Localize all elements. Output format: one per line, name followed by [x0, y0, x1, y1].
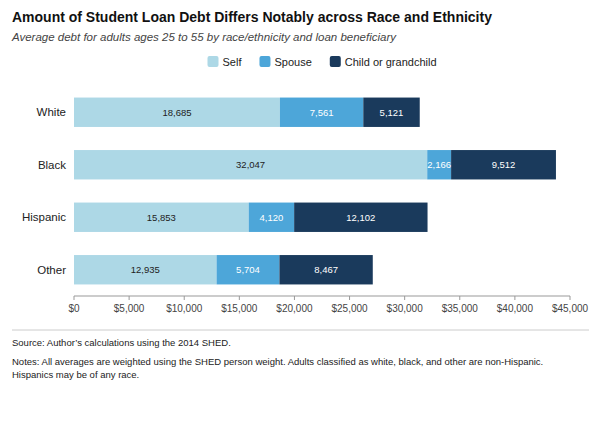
- data-label: 12,102: [346, 212, 375, 223]
- tick-mark: [459, 296, 460, 300]
- bar: [74, 98, 280, 127]
- data-label: 7,561: [310, 107, 334, 118]
- data-label: 5,704: [236, 264, 260, 275]
- tick-label: $5,000: [114, 303, 145, 314]
- legend-item: Child or grandchild: [330, 56, 437, 68]
- category-label: Black: [38, 159, 66, 171]
- bar: [249, 203, 294, 232]
- legend-swatch: [330, 56, 341, 67]
- category-label: Other: [37, 264, 66, 276]
- tick-mark: [514, 296, 515, 300]
- legend-item: Spouse: [259, 56, 311, 68]
- tick-label: $20,000: [276, 303, 313, 314]
- tick-mark: [74, 296, 75, 300]
- footer-line: Notes: All averages are weighted using t…: [12, 356, 543, 367]
- bar: [217, 255, 280, 284]
- data-label: 32,047: [236, 159, 265, 170]
- tick-mark: [404, 296, 405, 300]
- chart: Amount of Student Loan Debt Differs Nota…: [0, 0, 601, 447]
- axis-line: [74, 296, 570, 297]
- legend: Self Spouse Child or grandchild: [208, 56, 437, 68]
- legend-item: Self: [208, 56, 243, 68]
- data-label: 9,512: [492, 159, 516, 170]
- data-label: 8,467: [314, 264, 338, 275]
- bars: [74, 98, 556, 285]
- data-label: 15,853: [147, 212, 176, 223]
- tick-mark: [294, 296, 295, 300]
- bar: [427, 150, 451, 179]
- data-label: 12,935: [131, 264, 160, 275]
- legend-swatch: [259, 56, 270, 67]
- legend-swatch: [208, 56, 219, 67]
- bar: [74, 255, 217, 284]
- bar: [74, 150, 427, 179]
- data-label: 18,685: [162, 107, 191, 118]
- background: [0, 0, 601, 447]
- legend-label: Spouse: [274, 56, 311, 68]
- tick-label: $0: [68, 303, 80, 314]
- tick-label: $25,000: [331, 303, 368, 314]
- category-label: White: [37, 106, 66, 118]
- tick-label: $15,000: [221, 303, 258, 314]
- tick-mark: [184, 296, 185, 300]
- bar: [280, 98, 363, 127]
- footer-line: Source: Author’s calculations using the …: [12, 337, 231, 348]
- title: Amount of Student Loan Debt Differs Nota…: [12, 9, 492, 25]
- separator: [12, 330, 589, 331]
- footer-note: Notes: All averages are weighted using t…: [12, 356, 543, 380]
- tick-mark: [349, 296, 350, 300]
- subtitle: Average debt for adults ages 25 to 55 by…: [11, 31, 397, 43]
- tick-label: $30,000: [387, 303, 424, 314]
- footer-note: Source: Author’s calculations using the …: [12, 337, 231, 348]
- tick-label: $45,000: [552, 303, 589, 314]
- bar: [294, 203, 427, 232]
- legend-label: Child or grandchild: [345, 56, 437, 68]
- tick-mark: [129, 296, 130, 300]
- legend-label: Self: [223, 56, 243, 68]
- x-axis: $0 $5,000 $10,000 $15,000 $20,000 $25,000 $30,…: [68, 296, 588, 314]
- category-label: Hispanic: [22, 211, 66, 223]
- data-labels: 18,685 7,561 5,121 32,047 2,166 9,512 15,853 4,…: [131, 107, 516, 276]
- bar: [451, 150, 556, 179]
- tick-mark: [239, 296, 240, 300]
- data-label: 5,121: [380, 107, 404, 118]
- tick-mark: [570, 296, 571, 300]
- data-label: 4,120: [260, 212, 284, 223]
- footer-line: Hispanics may be of any race.: [12, 369, 139, 380]
- tick-label: $35,000: [442, 303, 479, 314]
- bar: [74, 203, 249, 232]
- data-label: 2,166: [427, 159, 451, 170]
- bar: [279, 255, 372, 284]
- tick-label: $10,000: [166, 303, 203, 314]
- bar: [363, 98, 419, 127]
- tick-label: $40,000: [497, 303, 534, 314]
